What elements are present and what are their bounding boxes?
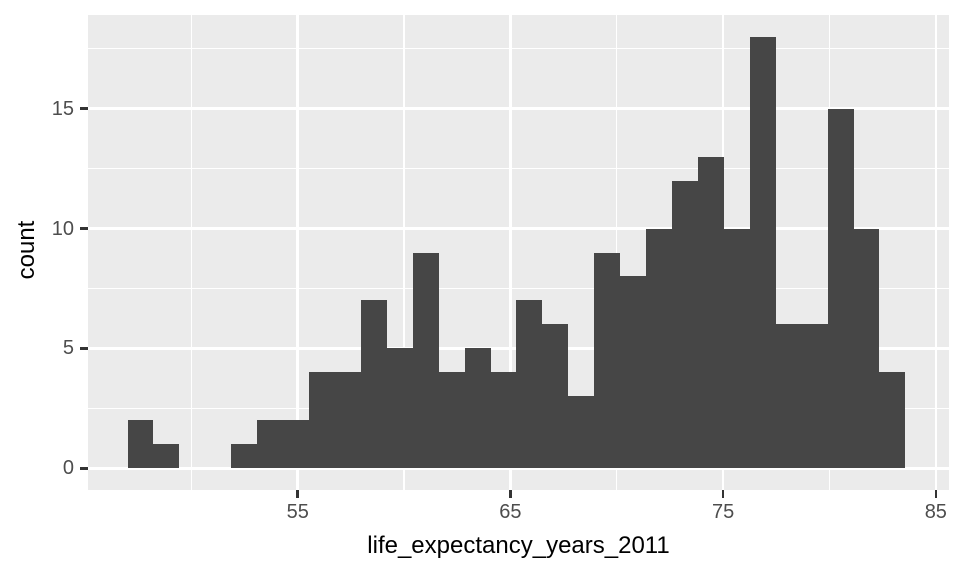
histogram-bar <box>801 324 828 469</box>
y-tick-label: 5 <box>62 337 74 360</box>
x-tick-mark <box>934 490 938 498</box>
y-minor-gridline <box>88 167 949 170</box>
histogram-bar <box>827 108 854 469</box>
x-tick-mark <box>296 490 299 498</box>
histogram-bar <box>127 420 154 469</box>
histogram-bar <box>360 300 387 469</box>
x-tick-label: 85 <box>924 501 947 523</box>
histogram-bar <box>749 36 776 469</box>
histogram-bar <box>542 324 569 469</box>
histogram-bar <box>646 228 673 469</box>
histogram-bar <box>594 252 621 469</box>
x-tick-label: 55 <box>286 501 309 523</box>
x-tick-label: 75 <box>711 501 735 523</box>
histogram-bar <box>309 372 335 469</box>
x-minor-gridline <box>190 15 192 490</box>
y-tick-mark <box>80 227 88 230</box>
y-minor-gridline <box>88 287 949 290</box>
y-major-gridline <box>88 107 949 110</box>
histogram-bar <box>231 444 258 469</box>
y-tick-label: 10 <box>51 217 74 240</box>
x-major-gridline <box>509 15 512 490</box>
x-minor-gridline <box>403 15 405 490</box>
y-tick-mark <box>80 347 88 350</box>
histogram-bar <box>153 444 180 469</box>
y-minor-gridline <box>88 47 949 50</box>
x-tick-mark <box>721 490 725 498</box>
y-tick-label: 15 <box>51 97 74 120</box>
histogram-bar <box>438 372 465 469</box>
histogram-bar <box>257 420 284 469</box>
y-major-gridline <box>88 227 949 230</box>
histogram-bar <box>334 372 361 469</box>
histogram-bar <box>386 348 413 469</box>
histogram-bar <box>853 228 880 469</box>
histogram-bar <box>697 156 724 469</box>
histogram-bar <box>568 396 595 469</box>
x-axis-title: life_expectancy_years_2011 <box>367 532 670 559</box>
histogram-bar <box>516 300 543 469</box>
histogram-bar <box>775 324 802 469</box>
y-tick-mark <box>80 107 88 110</box>
histogram-bar <box>620 276 647 469</box>
histogram-bar <box>672 180 698 469</box>
histogram-bar <box>879 372 906 469</box>
histogram-bar <box>412 252 439 469</box>
x-major-gridline <box>296 15 299 490</box>
histogram-bar <box>723 228 750 469</box>
y-tick-label: 0 <box>62 457 74 480</box>
histogram-bar <box>464 348 491 469</box>
x-tick-mark <box>509 490 512 498</box>
y-major-gridline <box>88 467 949 470</box>
x-tick-label: 65 <box>499 501 522 523</box>
y-tick-mark <box>80 467 88 470</box>
histogram-bar <box>283 420 310 469</box>
plot-panel <box>88 15 949 490</box>
histogram-bar <box>490 372 517 469</box>
x-major-gridline <box>934 15 938 490</box>
